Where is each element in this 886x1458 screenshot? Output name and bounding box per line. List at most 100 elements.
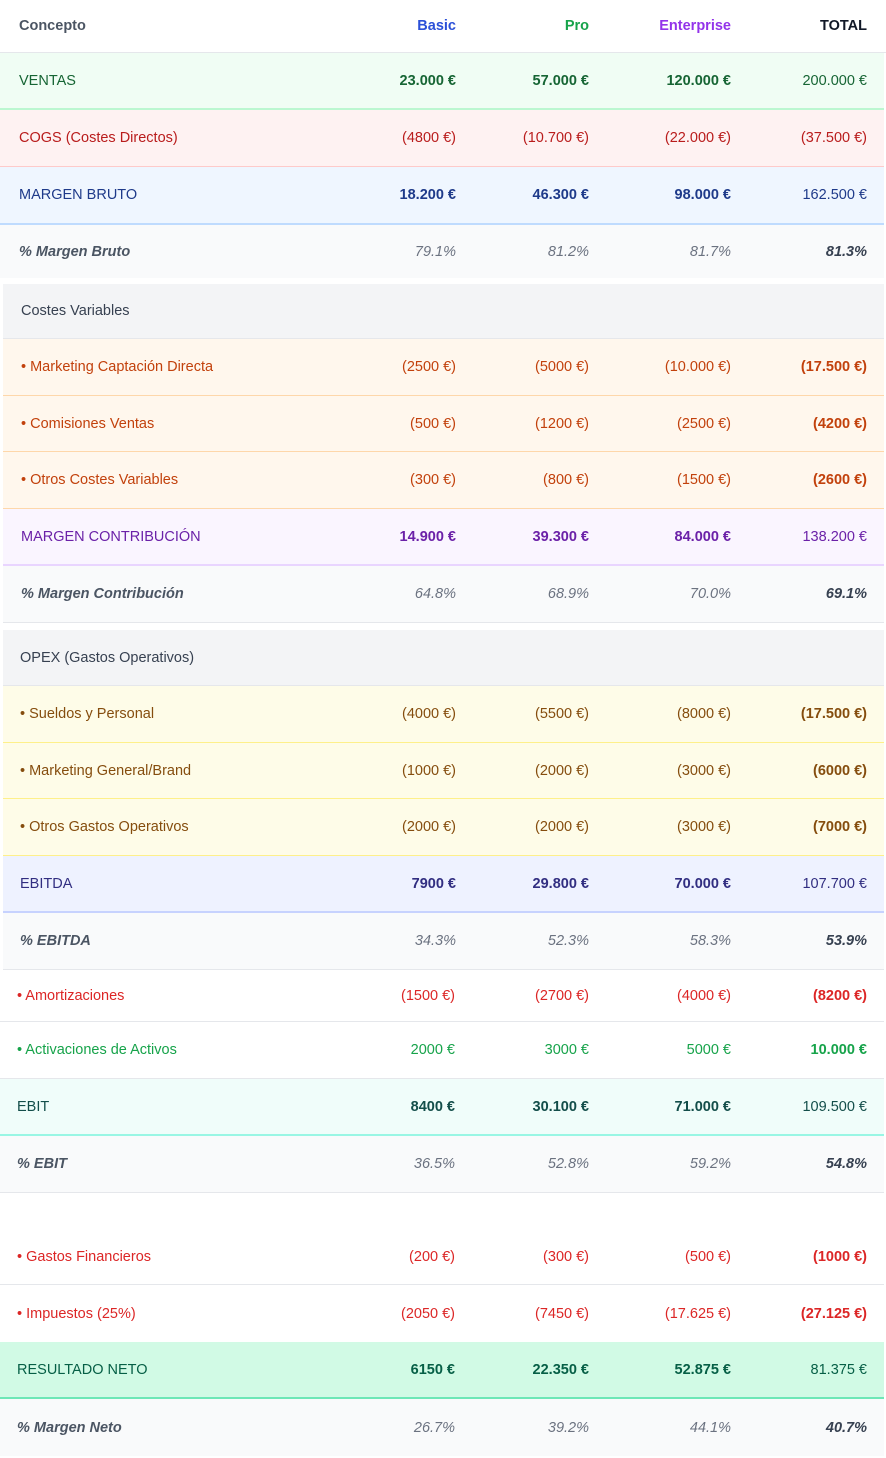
row-label: • Gastos Financieros: [17, 1248, 152, 1265]
cell-enterprise: 98.000 €: [674, 187, 731, 203]
cell-enterprise: 70.0%: [689, 586, 731, 602]
cell-total: (2600 €): [812, 472, 867, 488]
cell-enterprise: 70.000 €: [674, 875, 731, 892]
cell-total: 10.000 €: [810, 1042, 867, 1058]
cell-total: 162.500 €: [802, 187, 867, 203]
row-label: RESULTADO NETO: [17, 1361, 148, 1378]
row-label: • Amortizaciones: [17, 987, 125, 1004]
cell-pro: (800 €): [543, 472, 589, 488]
cell-pro: 22.350 €: [532, 1361, 589, 1378]
cell-pro: (2000 €): [534, 762, 589, 779]
cell-basic: (2050 €): [400, 1305, 455, 1322]
cell-total: (17.500 €): [800, 359, 867, 375]
cell-basic: 18.200 €: [399, 187, 456, 203]
row-label: • Otros Gastos Operativos: [20, 819, 189, 835]
cell-enterprise: (4000 €): [676, 987, 731, 1004]
cell-pro: 39.300 €: [532, 528, 589, 545]
cell-pro: 39.2%: [547, 1419, 589, 1436]
cell-enterprise: 5000 €: [686, 1042, 731, 1058]
table-row: % Margen Bruto 79.1% 81.2% 81.7% 81.3%: [0, 225, 884, 278]
cell-total: (27.125 €): [800, 1305, 867, 1322]
table-row: • Gastos Financieros (200 €) (300 €) (50…: [0, 1229, 884, 1285]
cell-pro: (7450 €): [534, 1305, 589, 1322]
table-row: % EBITDA 34.3% 52.3% 58.3% 53.9%: [3, 913, 884, 970]
cell-total: 107.700 €: [802, 875, 867, 892]
cell-pro: 81.2%: [547, 243, 589, 260]
row-label: % EBITDA: [20, 933, 91, 949]
cell-enterprise: 81.7%: [689, 243, 731, 260]
row-label: % EBIT: [17, 1156, 67, 1172]
cell-enterprise: (8000 €): [676, 706, 731, 722]
cell-basic: (200 €): [409, 1248, 455, 1265]
cell-pro: 3000 €: [544, 1042, 589, 1058]
section-header: OPEX (Gastos Operativos): [3, 630, 884, 686]
cell-basic: (1500 €): [400, 987, 455, 1004]
section-header: Costes Variables: [3, 284, 884, 339]
table-row: • Activaciones de Activos 2000 € 3000 € …: [0, 1022, 884, 1079]
row-label: • Activaciones de Activos: [17, 1042, 177, 1058]
cell-basic: 26.7%: [413, 1419, 455, 1436]
cell-basic: (2500 €): [401, 359, 456, 375]
cell-pro: (1200 €): [534, 415, 589, 432]
row-label: COGS (Costes Directos): [19, 130, 178, 146]
row-label: EBIT: [17, 1098, 50, 1115]
cell-total: (17.500 €): [800, 706, 867, 722]
cell-basic: 79.1%: [414, 243, 456, 260]
header-enterprise: Enterprise: [659, 18, 731, 34]
cell-total: (4200 €): [812, 415, 867, 432]
cell-basic: (500 €): [410, 415, 456, 432]
cell-total: (6000 €): [812, 762, 867, 779]
cell-basic: (2000 €): [401, 819, 456, 835]
cell-basic: (4000 €): [401, 706, 456, 722]
header-total: TOTAL: [820, 18, 867, 34]
cell-pro: 52.3%: [547, 933, 589, 949]
row-label: • Marketing General/Brand: [20, 762, 192, 779]
cell-total: 109.500 €: [802, 1098, 867, 1115]
cell-enterprise: (3000 €): [676, 762, 731, 779]
row-label: • Marketing Captación Directa: [21, 359, 214, 375]
cell-total: (37.500 €): [800, 130, 867, 146]
header-pro: Pro: [564, 18, 589, 34]
row-label: MARGEN BRUTO: [19, 187, 138, 203]
row-label: • Otros Costes Variables: [21, 472, 179, 488]
cell-total: 40.7%: [825, 1419, 867, 1436]
cell-total: 53.9%: [825, 933, 867, 949]
row-label: % Margen Bruto: [19, 243, 131, 260]
cell-enterprise: (17.625 €): [664, 1305, 731, 1322]
cell-total: 200.000 €: [802, 72, 867, 89]
cell-enterprise: (10.000 €): [664, 359, 731, 375]
cell-pro: 57.000 €: [532, 72, 589, 89]
cell-pro: 30.100 €: [532, 1098, 589, 1115]
cell-basic: (4800 €): [401, 130, 456, 146]
cell-basic: 64.8%: [414, 586, 456, 602]
cell-total: 54.8%: [825, 1156, 867, 1172]
table-row: MARGEN CONTRIBUCIÓN 14.900 € 39.300 € 84…: [3, 509, 884, 566]
table-row: • Marketing Captación Directa (2500 €) (…: [3, 339, 884, 396]
table-row: • Amortizaciones (1500 €) (2700 €) (4000…: [0, 970, 884, 1022]
section-title: OPEX (Gastos Operativos): [20, 649, 195, 666]
table-row: VENTAS 23.000 € 57.000 € 120.000 € 200.0…: [0, 53, 884, 110]
cell-pro: 68.9%: [547, 586, 589, 602]
row-label: • Comisiones Ventas: [21, 415, 155, 432]
cell-pro: (300 €): [543, 1248, 589, 1265]
row-label: • Impuestos (25%): [17, 1305, 136, 1322]
table-row: % Margen Contribución 64.8% 68.9% 70.0% …: [3, 566, 884, 623]
cell-enterprise: (500 €): [685, 1248, 731, 1265]
cell-enterprise: (1500 €): [676, 472, 731, 488]
cell-total: (1000 €): [812, 1248, 867, 1265]
header-basic: Basic: [417, 18, 456, 34]
table-row: EBIT 8400 € 30.100 € 71.000 € 109.500 €: [0, 1079, 884, 1136]
table-row: COGS (Costes Directos) (4800 €) (10.700 …: [0, 110, 884, 167]
row-label: • Sueldos y Personal: [20, 706, 155, 722]
cell-basic: 23.000 €: [399, 72, 456, 89]
cell-enterprise: (3000 €): [676, 819, 731, 835]
cell-total: 69.1%: [825, 586, 867, 602]
cell-basic: 34.3%: [414, 933, 456, 949]
cell-pro: (2700 €): [534, 987, 589, 1004]
cell-pro: (5000 €): [534, 359, 589, 375]
cell-basic: 36.5%: [413, 1156, 455, 1172]
cell-enterprise: 59.2%: [689, 1156, 731, 1172]
table-header: Concepto Basic Pro Enterprise TOTAL: [0, 0, 886, 53]
table-row: • Comisiones Ventas (500 €) (1200 €) (25…: [3, 396, 884, 452]
